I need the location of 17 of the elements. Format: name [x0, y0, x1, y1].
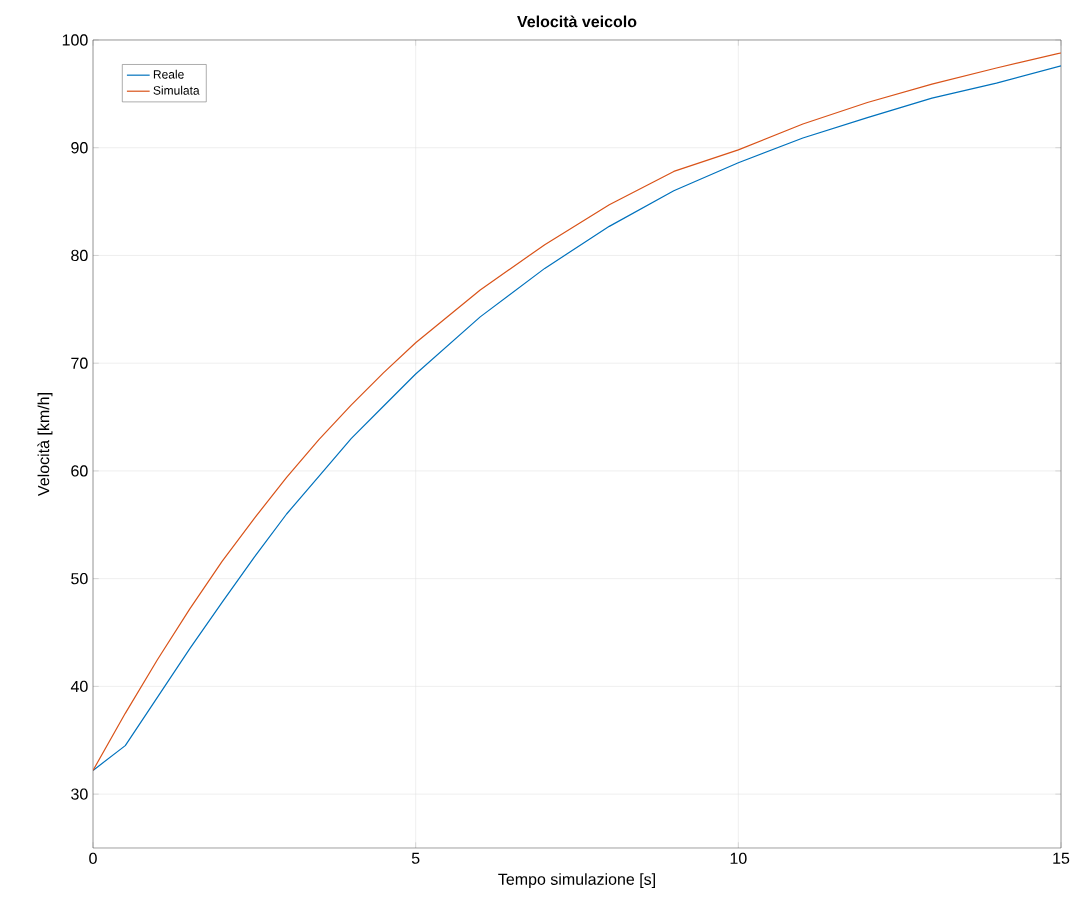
chart-title: Velocità veicolo — [517, 15, 637, 28]
y-tick-label: 30 — [71, 788, 88, 800]
legend-label: Reale — [153, 69, 184, 79]
y-tick-label: 40 — [70, 680, 88, 693]
legend-label: Simulata — [153, 85, 200, 95]
x-tick-label: 0 — [89, 852, 97, 865]
y-tick-label: 70 — [71, 357, 88, 369]
y-tick-label: 90 — [71, 142, 88, 154]
y-tick-label: 60 — [71, 465, 88, 477]
y-tick-label: 80 — [71, 249, 88, 262]
x-tick-label: 10 — [730, 852, 747, 865]
x-tick-label: 5 — [411, 852, 420, 864]
y-tick-label: 50 — [71, 572, 88, 585]
y-tick-label: 100 — [62, 34, 88, 46]
x-tick-label: 15 — [1053, 852, 1070, 864]
y-axis-title: Velocità [km/h] — [37, 393, 53, 496]
x-axis-title: Tempo simulazione [s] — [498, 873, 655, 889]
